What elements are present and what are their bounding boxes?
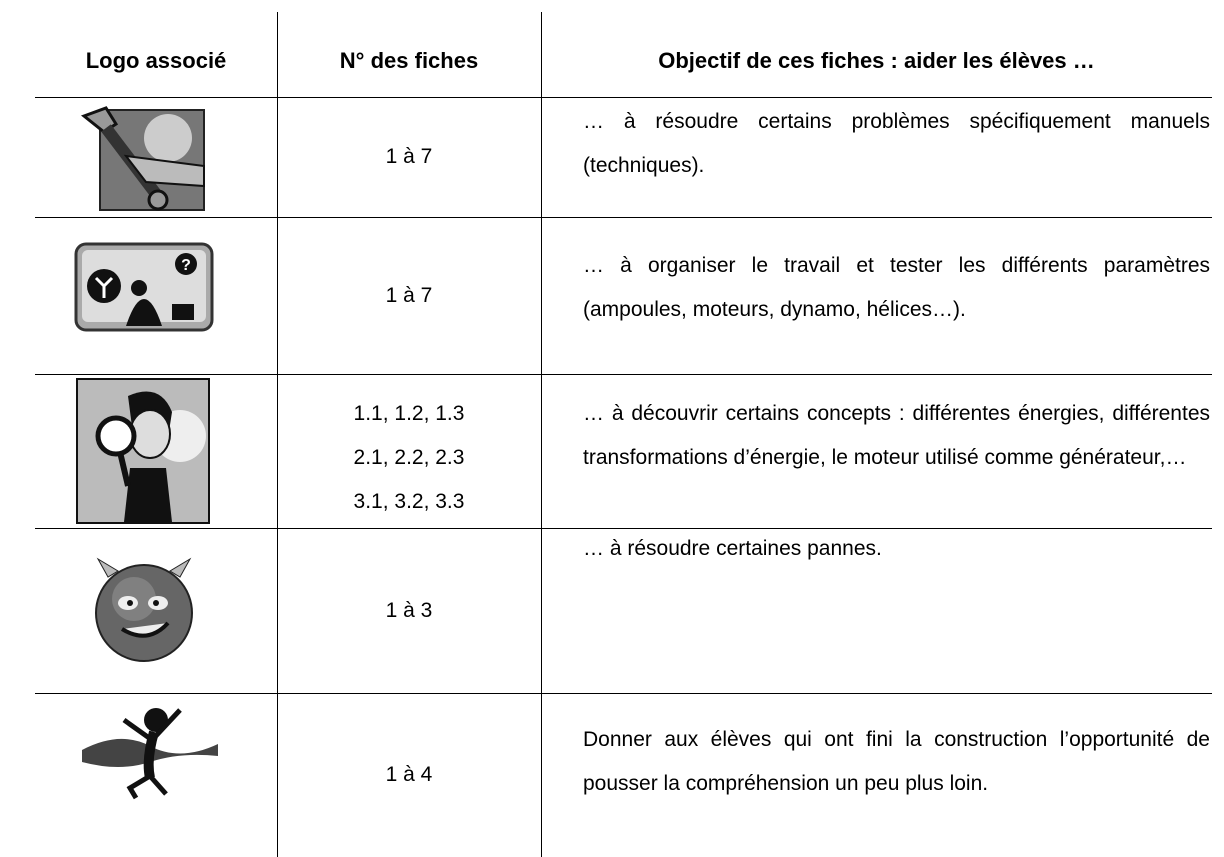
logo-runner — [82, 708, 218, 800]
logo-wrench — [80, 106, 205, 211]
objective: … à organiser le travail et tester les d… — [583, 254, 1210, 321]
sheet-number: 1 à 7 — [385, 145, 433, 168]
logo-magnifier — [76, 378, 210, 524]
objective: … à résoudre certaines pannes. — [583, 537, 882, 560]
row-rule — [35, 693, 1212, 694]
sheet-number: 1 à 4 — [385, 763, 433, 786]
sheet-number: 1 à 3 — [385, 598, 433, 622]
svg-text:?: ? — [181, 257, 191, 274]
sheet-number: 1 à 7 — [385, 283, 433, 307]
row-rule — [35, 97, 1212, 98]
header: Objectif de ces fiches : aider les élève… — [658, 48, 1095, 73]
logo-choice: ? — [74, 242, 214, 332]
row-rule — [35, 374, 1212, 375]
row-rule — [35, 217, 1212, 218]
column-rule — [277, 12, 278, 857]
objective: … à résoudre certains problèmes spécifiq… — [583, 110, 1210, 177]
header: N° des fiches — [339, 48, 479, 73]
row-rule — [35, 528, 1212, 529]
header: Logo associé — [85, 48, 227, 73]
column-rule — [541, 12, 542, 857]
sheet-number: 1.1, 1.2, 1.3 — [353, 402, 465, 425]
sheet-number: 3.1, 3.2, 3.3 — [353, 490, 465, 513]
objective: Donner aux élèves qui ont fini la constr… — [583, 728, 1210, 795]
sheet-number: 2.1, 2.2, 2.3 — [353, 446, 465, 469]
objective: … à découvrir certains concepts : différ… — [583, 402, 1210, 469]
logo-devil — [95, 557, 193, 662]
